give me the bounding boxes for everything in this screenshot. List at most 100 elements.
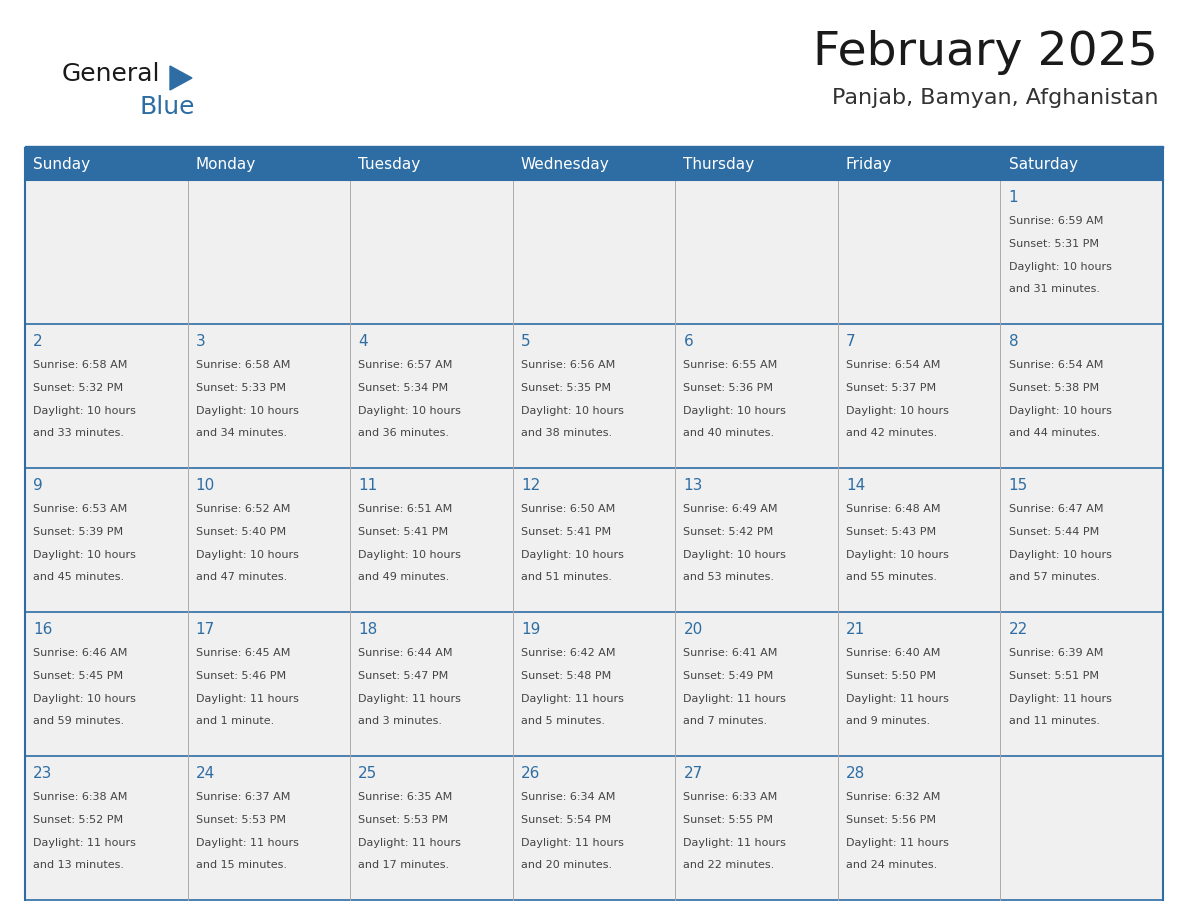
Text: 3: 3	[196, 334, 206, 349]
Bar	[1000, 468, 1163, 612]
Text: February 2025: February 2025	[813, 30, 1158, 75]
Text: Daylight: 11 hours: Daylight: 11 hours	[33, 837, 135, 847]
Text: and 53 minutes.: and 53 minutes.	[683, 572, 775, 582]
Text: and 24 minutes.: and 24 minutes.	[846, 860, 937, 870]
Text: Sunset: 5:40 PM: Sunset: 5:40 PM	[196, 527, 286, 537]
Text: Daylight: 10 hours: Daylight: 10 hours	[33, 406, 135, 416]
Text: Sunrise: 6:48 AM: Sunrise: 6:48 AM	[846, 504, 941, 514]
Bar	[25, 180, 188, 324]
Text: and 51 minutes.: and 51 minutes.	[520, 572, 612, 582]
Text: Thursday: Thursday	[683, 156, 754, 172]
Text: Sunset: 5:44 PM: Sunset: 5:44 PM	[1009, 527, 1099, 537]
Bar	[350, 324, 513, 468]
Text: 16: 16	[33, 622, 52, 637]
Bar	[838, 180, 1000, 324]
Text: and 42 minutes.: and 42 minutes.	[846, 429, 937, 438]
Text: and 40 minutes.: and 40 minutes.	[683, 429, 775, 438]
Bar	[513, 180, 675, 324]
Text: Daylight: 10 hours: Daylight: 10 hours	[520, 550, 624, 559]
Text: Daylight: 11 hours: Daylight: 11 hours	[196, 693, 298, 703]
Text: and 17 minutes.: and 17 minutes.	[359, 860, 449, 870]
Text: Sunset: 5:56 PM: Sunset: 5:56 PM	[846, 815, 936, 824]
Bar	[25, 324, 188, 468]
Text: and 49 minutes.: and 49 minutes.	[359, 572, 449, 582]
Text: Sunset: 5:45 PM: Sunset: 5:45 PM	[33, 671, 124, 681]
Text: Daylight: 10 hours: Daylight: 10 hours	[196, 550, 298, 559]
Text: Saturday: Saturday	[1009, 156, 1078, 172]
Text: 5: 5	[520, 334, 531, 349]
Bar	[838, 468, 1000, 612]
Text: Sunset: 5:52 PM: Sunset: 5:52 PM	[33, 815, 124, 824]
Text: 28: 28	[846, 767, 865, 781]
Bar	[838, 324, 1000, 468]
Text: Daylight: 10 hours: Daylight: 10 hours	[359, 550, 461, 559]
Text: Daylight: 10 hours: Daylight: 10 hours	[1009, 262, 1112, 272]
Bar	[188, 756, 350, 900]
Text: 6: 6	[683, 334, 693, 349]
Text: Sunset: 5:50 PM: Sunset: 5:50 PM	[846, 671, 936, 681]
Bar	[675, 756, 838, 900]
Text: Sunrise: 6:58 AM: Sunrise: 6:58 AM	[196, 360, 290, 370]
Bar	[675, 468, 838, 612]
Text: Sunrise: 6:34 AM: Sunrise: 6:34 AM	[520, 792, 615, 802]
Bar	[675, 324, 838, 468]
Text: Daylight: 10 hours: Daylight: 10 hours	[33, 550, 135, 559]
Text: Sunrise: 6:45 AM: Sunrise: 6:45 AM	[196, 648, 290, 658]
Text: Daylight: 11 hours: Daylight: 11 hours	[359, 837, 461, 847]
Text: and 15 minutes.: and 15 minutes.	[196, 860, 286, 870]
Text: 9: 9	[33, 478, 43, 493]
Text: Sunset: 5:41 PM: Sunset: 5:41 PM	[520, 527, 611, 537]
Text: Sunset: 5:51 PM: Sunset: 5:51 PM	[1009, 671, 1099, 681]
Text: Daylight: 10 hours: Daylight: 10 hours	[846, 406, 949, 416]
Bar	[513, 612, 675, 756]
Text: and 44 minutes.: and 44 minutes.	[1009, 429, 1100, 438]
Text: Sunset: 5:55 PM: Sunset: 5:55 PM	[683, 815, 773, 824]
Text: Daylight: 11 hours: Daylight: 11 hours	[846, 693, 949, 703]
Text: Sunset: 5:35 PM: Sunset: 5:35 PM	[520, 383, 611, 393]
Bar	[25, 145, 1163, 148]
Text: General: General	[62, 62, 160, 86]
Text: Sunrise: 6:40 AM: Sunrise: 6:40 AM	[846, 648, 941, 658]
Text: 10: 10	[196, 478, 215, 493]
Bar	[1000, 612, 1163, 756]
Text: and 13 minutes.: and 13 minutes.	[33, 860, 124, 870]
Text: Sunrise: 6:47 AM: Sunrise: 6:47 AM	[1009, 504, 1102, 514]
Text: Daylight: 11 hours: Daylight: 11 hours	[1009, 693, 1112, 703]
Text: Friday: Friday	[846, 156, 892, 172]
Text: Sunset: 5:33 PM: Sunset: 5:33 PM	[196, 383, 285, 393]
Text: 17: 17	[196, 622, 215, 637]
Text: and 20 minutes.: and 20 minutes.	[520, 860, 612, 870]
Text: 25: 25	[359, 767, 378, 781]
Bar	[675, 612, 838, 756]
Bar	[838, 148, 1000, 180]
Text: and 55 minutes.: and 55 minutes.	[846, 572, 937, 582]
Text: and 3 minutes.: and 3 minutes.	[359, 716, 442, 726]
Text: Sunrise: 6:49 AM: Sunrise: 6:49 AM	[683, 504, 778, 514]
Text: Sunrise: 6:32 AM: Sunrise: 6:32 AM	[846, 792, 941, 802]
Text: Sunset: 5:47 PM: Sunset: 5:47 PM	[359, 671, 449, 681]
Text: Sunset: 5:43 PM: Sunset: 5:43 PM	[846, 527, 936, 537]
Text: Sunrise: 6:44 AM: Sunrise: 6:44 AM	[359, 648, 453, 658]
Text: Panjab, Bamyan, Afghanistan: Panjab, Bamyan, Afghanistan	[832, 88, 1158, 108]
Text: 1: 1	[1009, 190, 1018, 205]
Text: Sunrise: 6:33 AM: Sunrise: 6:33 AM	[683, 792, 778, 802]
Bar	[350, 756, 513, 900]
Bar	[675, 148, 838, 180]
Text: Daylight: 11 hours: Daylight: 11 hours	[520, 693, 624, 703]
Bar	[513, 468, 675, 612]
Text: Sunset: 5:48 PM: Sunset: 5:48 PM	[520, 671, 611, 681]
Text: 8: 8	[1009, 334, 1018, 349]
Text: Daylight: 11 hours: Daylight: 11 hours	[683, 693, 786, 703]
Text: Sunset: 5:41 PM: Sunset: 5:41 PM	[359, 527, 448, 537]
Text: Sunrise: 6:53 AM: Sunrise: 6:53 AM	[33, 504, 127, 514]
Text: Sunset: 5:38 PM: Sunset: 5:38 PM	[1009, 383, 1099, 393]
Bar	[1000, 324, 1163, 468]
Text: Sunrise: 6:58 AM: Sunrise: 6:58 AM	[33, 360, 127, 370]
Text: 7: 7	[846, 334, 855, 349]
Text: Daylight: 11 hours: Daylight: 11 hours	[520, 837, 624, 847]
Text: Sunday: Sunday	[33, 156, 90, 172]
Text: 4: 4	[359, 334, 368, 349]
Text: Sunset: 5:37 PM: Sunset: 5:37 PM	[846, 383, 936, 393]
Text: and 57 minutes.: and 57 minutes.	[1009, 572, 1100, 582]
Text: Daylight: 10 hours: Daylight: 10 hours	[1009, 406, 1112, 416]
